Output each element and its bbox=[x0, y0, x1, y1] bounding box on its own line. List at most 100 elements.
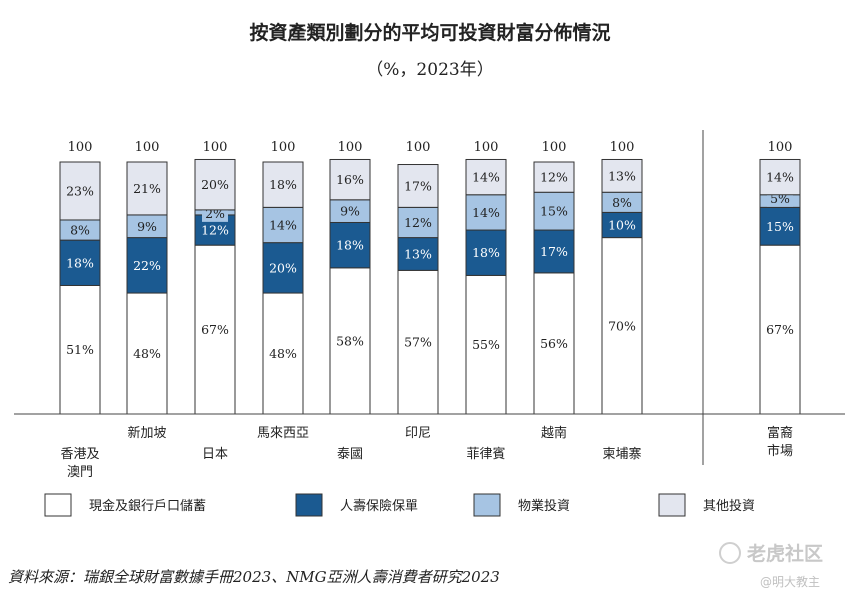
legend-label-other: 其他投資 bbox=[703, 498, 755, 514]
bar-segment-other bbox=[533, 161, 575, 193]
legend-label-insurance: 人壽保險保單 bbox=[340, 499, 418, 514]
data-label-other: 13% bbox=[608, 168, 636, 183]
category-label: 新加坡 bbox=[127, 425, 166, 441]
data-label-property: 15% bbox=[540, 204, 568, 219]
data-label-property: 9% bbox=[137, 219, 157, 234]
bar-segment-insurance bbox=[397, 237, 439, 271]
bar-segment-other bbox=[465, 158, 507, 196]
bar-segment-cash bbox=[601, 237, 643, 415]
data-label-cash: 57% bbox=[404, 335, 432, 350]
bar-segment-other bbox=[601, 158, 643, 193]
bar-segment-insurance bbox=[759, 206, 801, 246]
bar-segment-other bbox=[126, 161, 168, 216]
data-label-cash: 56% bbox=[540, 336, 568, 351]
data-label-other: 21% bbox=[133, 181, 161, 196]
bar-segment-other bbox=[329, 158, 371, 201]
total-label: 100 bbox=[406, 140, 431, 155]
data-label-insurance: 15% bbox=[766, 219, 794, 234]
bar-segment-other bbox=[194, 158, 236, 211]
watermark-brand: 老虎社区 bbox=[747, 542, 823, 565]
bar-segment-property bbox=[262, 206, 304, 244]
bar-segment-cash bbox=[759, 244, 801, 415]
total-label: 100 bbox=[610, 140, 635, 155]
data-label-cash: 70% bbox=[608, 318, 636, 333]
watermark: 老虎社区 @明大教主 bbox=[719, 542, 823, 589]
data-label-other: 17% bbox=[404, 178, 432, 193]
data-label-cash: 67% bbox=[766, 322, 794, 337]
data-label-property: 12% bbox=[404, 215, 432, 230]
bar-segment-insurance bbox=[126, 237, 168, 294]
bars-group: 51%18%8%23%10048%22%9%21%10067%12%2%20%1… bbox=[59, 140, 801, 415]
data-label-property: 9% bbox=[340, 204, 360, 219]
total-label: 100 bbox=[68, 140, 93, 155]
watermark-handle: @明大教主 bbox=[760, 574, 820, 589]
data-label-cash: 55% bbox=[472, 337, 500, 352]
bar-segment-other bbox=[397, 164, 439, 208]
total-label: 100 bbox=[542, 140, 567, 155]
category-label: 日本 bbox=[202, 447, 228, 462]
legend-label-property: 物業投資 bbox=[518, 498, 570, 514]
bar-segment-cash bbox=[262, 292, 304, 415]
legend: 現金及銀行戶口儲蓄 人壽保險保單 物業投資 其他投資 bbox=[44, 493, 755, 517]
total-label: 100 bbox=[271, 140, 296, 155]
data-label-other: 14% bbox=[472, 170, 500, 185]
category-label: 富裔 bbox=[767, 425, 793, 441]
source-note: 資料來源：瑞銀全球財富數據手冊2023、NMG亞洲人壽消費者研究2023 bbox=[8, 568, 500, 586]
category-label: 印尼 bbox=[405, 426, 431, 441]
bar-segment-other bbox=[759, 158, 801, 196]
bar-segment-property bbox=[465, 194, 507, 231]
total-label: 100 bbox=[135, 140, 160, 155]
category-label: 市場 bbox=[767, 443, 793, 459]
data-label-insurance: 22% bbox=[133, 258, 161, 273]
legend-swatch-insurance bbox=[295, 493, 323, 517]
bar-segment-insurance bbox=[533, 229, 575, 274]
category-label: 柬埔寨 bbox=[602, 446, 641, 462]
data-label-insurance: 12% bbox=[201, 223, 229, 238]
category-label: 泰國 bbox=[337, 447, 363, 462]
data-label-insurance: 18% bbox=[472, 245, 500, 260]
data-label-other: 23% bbox=[66, 183, 94, 198]
bar-segment-property bbox=[533, 191, 575, 231]
data-label-property: 8% bbox=[612, 195, 632, 210]
total-label: 100 bbox=[768, 140, 793, 155]
bar-segment-insurance bbox=[59, 239, 101, 286]
data-label-other: 12% bbox=[540, 170, 568, 185]
data-label-property: 14% bbox=[269, 218, 297, 233]
legend-swatch-cash bbox=[44, 493, 72, 517]
bar-segment-insurance bbox=[329, 221, 371, 269]
bar-segment-property bbox=[397, 206, 439, 239]
total-label: 100 bbox=[474, 140, 499, 155]
data-label-cash: 51% bbox=[66, 342, 94, 357]
bar-segment-insurance bbox=[262, 242, 304, 294]
bar-segment-cash bbox=[194, 244, 236, 415]
total-label: 100 bbox=[338, 140, 363, 155]
data-label-insurance: 20% bbox=[269, 260, 297, 275]
category-label: 越南 bbox=[541, 425, 567, 441]
data-label-insurance: 18% bbox=[336, 238, 364, 253]
data-label-cash: 58% bbox=[336, 333, 364, 348]
data-label-insurance: 10% bbox=[608, 218, 636, 233]
bar-segment-other bbox=[59, 161, 101, 221]
data-label-property: 14% bbox=[472, 205, 500, 220]
legend-swatch-other bbox=[658, 493, 686, 517]
category-label: 香港及 bbox=[60, 447, 99, 462]
data-label-insurance: 18% bbox=[66, 255, 94, 270]
data-label-insurance: 13% bbox=[404, 246, 432, 261]
data-label-insurance: 17% bbox=[540, 244, 568, 259]
bar-segment-other bbox=[262, 161, 304, 208]
legend-label-cash: 現金及銀行戶口儲蓄 bbox=[89, 498, 206, 514]
category-label: 澳門 bbox=[67, 464, 93, 480]
data-label-cash: 67% bbox=[201, 322, 229, 337]
total-label: 100 bbox=[203, 140, 228, 155]
category-label: 馬來西亞 bbox=[257, 426, 309, 441]
legend-swatch-property bbox=[473, 493, 501, 517]
bar-segment-cash bbox=[59, 284, 101, 415]
category-label: 菲律賓 bbox=[466, 446, 505, 462]
data-label-other: 20% bbox=[201, 177, 229, 192]
data-label-cash: 48% bbox=[133, 346, 161, 361]
data-label-cash: 48% bbox=[269, 346, 297, 361]
data-label-other: 18% bbox=[269, 177, 297, 192]
data-label-other: 16% bbox=[336, 172, 364, 187]
